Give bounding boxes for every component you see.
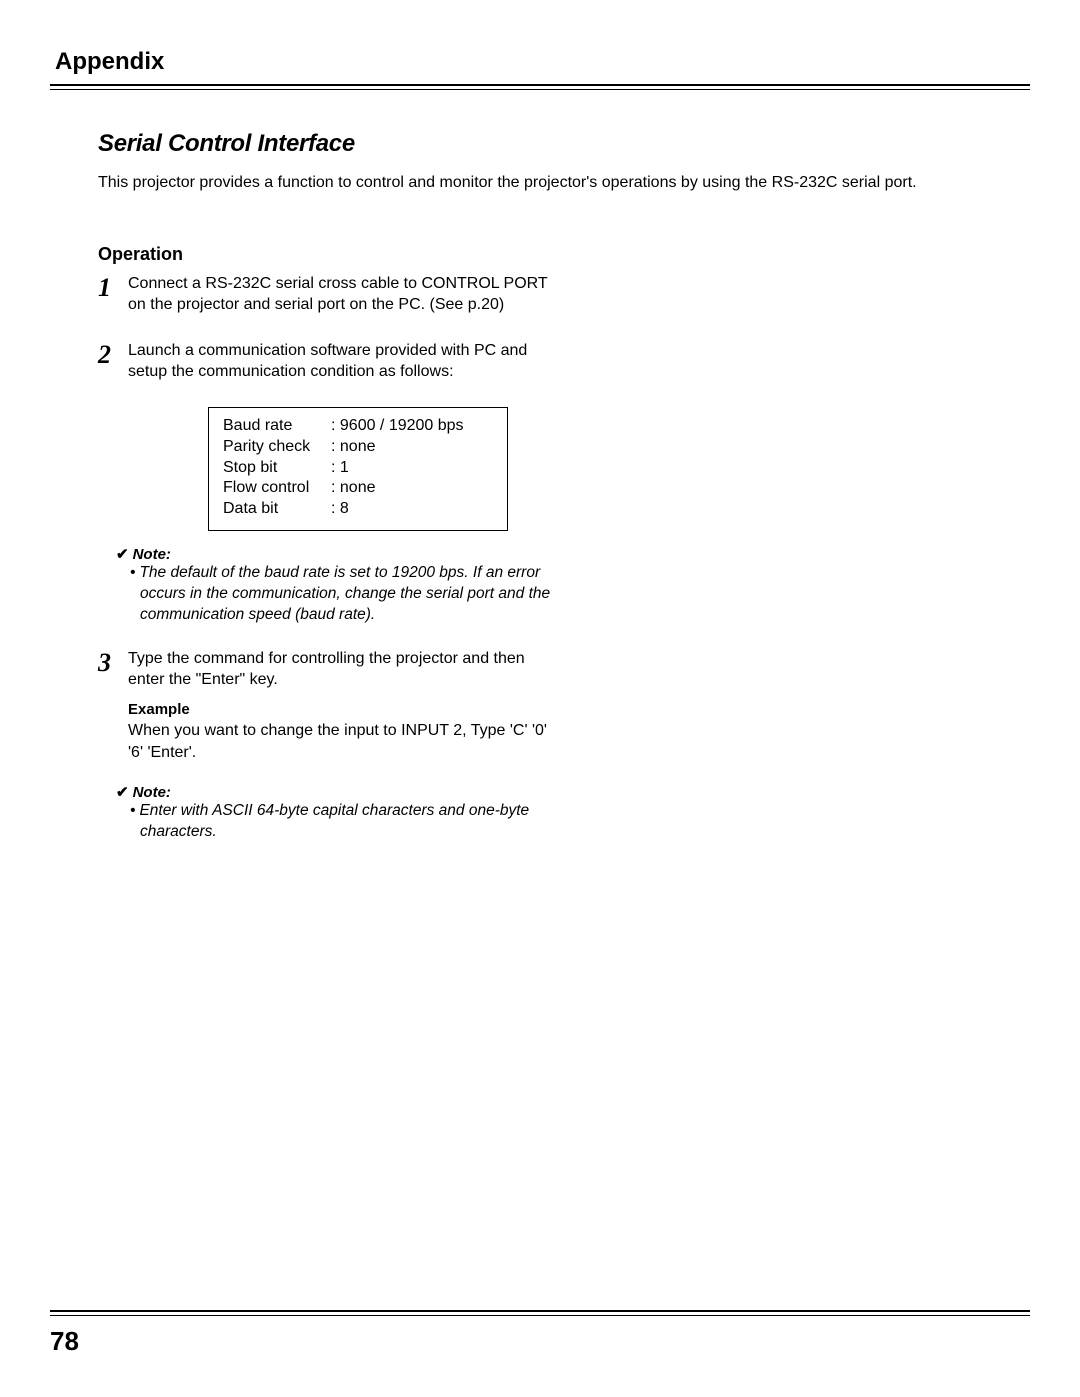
note-heading: Note:: [116, 783, 566, 801]
example-heading: Example: [128, 701, 548, 718]
note-heading: Note:: [116, 545, 566, 563]
param-row: Baud rate : 9600 / 19200 bps: [223, 416, 493, 437]
note-1: Note: The default of the baud rate is se…: [116, 545, 566, 626]
step-number: 2: [98, 340, 128, 368]
param-value: : 9600 / 19200 bps: [331, 416, 464, 437]
step-text: Type the command for controlling the pro…: [128, 648, 558, 691]
param-label: Baud rate: [223, 416, 331, 437]
communication-params-box: Baud rate : 9600 / 19200 bps Parity chec…: [208, 407, 508, 531]
header-rule: [50, 84, 1030, 90]
step-number: 1: [98, 273, 128, 301]
note-2: Note: Enter with ASCII 64-byte capital c…: [116, 783, 566, 843]
operation-heading: Operation: [98, 244, 982, 265]
step-number: 3: [98, 648, 128, 676]
note-bullet: The default of the baud rate is set to 1…: [116, 563, 566, 626]
param-label: Flow control: [223, 478, 331, 499]
section-title: Serial Control Interface: [98, 130, 982, 158]
note-bullet: Enter with ASCII 64-byte capital charact…: [116, 801, 566, 843]
param-row: Flow control : none: [223, 478, 493, 499]
param-label: Parity check: [223, 437, 331, 458]
step-3: 3 Type the command for controlling the p…: [98, 648, 982, 691]
param-value: : none: [331, 478, 375, 499]
step-1: 1 Connect a RS-232C serial cross cable t…: [98, 273, 982, 316]
step-text: Connect a RS-232C serial cross cable to …: [128, 273, 558, 316]
section-intro: This projector provides a function to co…: [98, 172, 982, 194]
param-label: Data bit: [223, 499, 331, 520]
param-value: : 1: [331, 458, 349, 479]
param-row: Data bit : 8: [223, 499, 493, 520]
example-body: When you want to change the input to INP…: [128, 720, 548, 763]
param-value: : 8: [331, 499, 349, 520]
step-text: Launch a communication software provided…: [128, 340, 558, 383]
param-value: : none: [331, 437, 375, 458]
content-region: Serial Control Interface This projector …: [50, 130, 1030, 843]
param-row: Stop bit : 1: [223, 458, 493, 479]
header-title: Appendix: [50, 48, 1030, 76]
footer: 78: [50, 1310, 1030, 1357]
step-2: 2 Launch a communication software provid…: [98, 340, 982, 383]
param-row: Parity check : none: [223, 437, 493, 458]
footer-rule: [50, 1310, 1030, 1316]
param-label: Stop bit: [223, 458, 331, 479]
example-block: Example When you want to change the inpu…: [128, 701, 548, 763]
page-number: 78: [50, 1326, 1030, 1357]
